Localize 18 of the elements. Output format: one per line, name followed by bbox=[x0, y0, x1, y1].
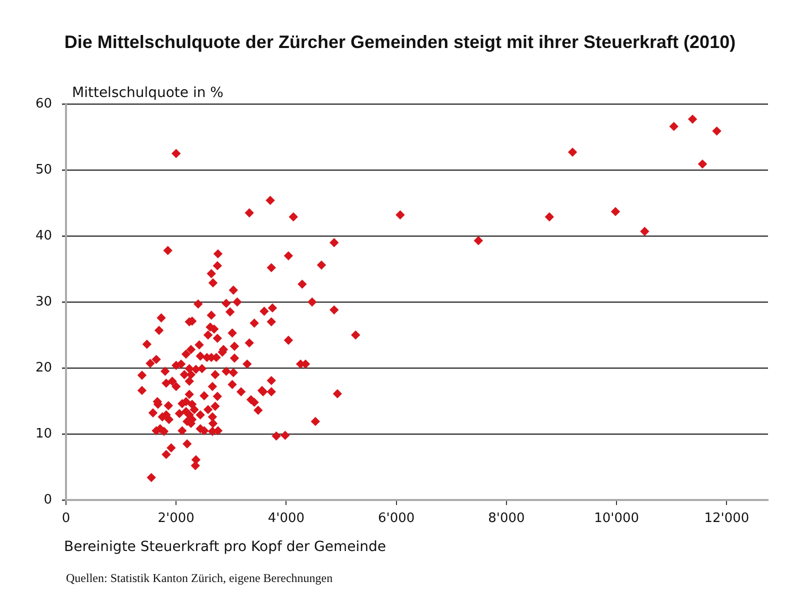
x-tick-label: 10'000 bbox=[594, 511, 640, 526]
x-tick-label: 8'000 bbox=[488, 511, 525, 526]
y-tick-label: 60 bbox=[35, 96, 52, 112]
x-tick-label: 4'000 bbox=[268, 511, 305, 526]
y-tick-label: 20 bbox=[35, 360, 52, 376]
chart-title: Die Mittelschulquote der Zürcher Gemeinden steigt mit ihrer Steuerkraft (2010) bbox=[64, 32, 736, 52]
x-tick-label: 2'000 bbox=[158, 511, 194, 526]
y-axis-title: Mittelschulquote in % bbox=[72, 85, 224, 101]
y-tick-label: 0 bbox=[44, 492, 52, 508]
x-axis-title: Bereinigte Steuerkraft pro Kopf der Gemeinde bbox=[64, 539, 386, 555]
y-tick-label: 50 bbox=[35, 162, 52, 178]
x-tick-label: 12'000 bbox=[704, 511, 750, 526]
y-tick-label: 40 bbox=[35, 228, 52, 244]
x-tick-label: 0 bbox=[62, 511, 70, 526]
source-note: Quellen: Statistik Kanton Zürich, eigene Berechnungen bbox=[66, 571, 333, 585]
x-tick-label: 6'000 bbox=[378, 511, 415, 526]
y-tick-label: 10 bbox=[35, 426, 52, 442]
y-tick-label: 30 bbox=[35, 294, 52, 310]
